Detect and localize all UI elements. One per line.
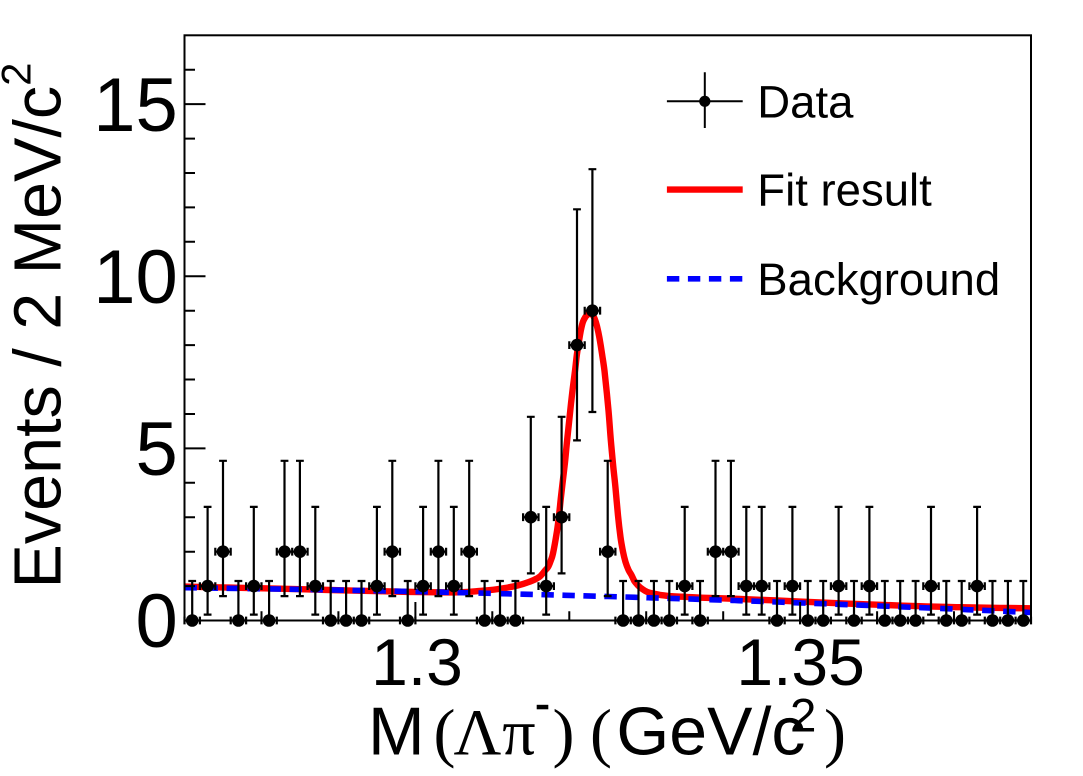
- svg-text:1.35: 1.35: [736, 625, 864, 699]
- svg-text:1.3: 1.3: [371, 625, 463, 699]
- svg-text:15: 15: [93, 63, 178, 148]
- svg-text:5: 5: [136, 407, 178, 492]
- svg-text:Data: Data: [757, 76, 854, 127]
- svg-text:Background: Background: [757, 254, 1000, 305]
- svg-text:M(Λπ)(GeV/c2): M (Λπ) (GeV/c2): [368, 690, 846, 770]
- svg-text:10: 10: [93, 235, 178, 320]
- svg-text:Events / 2 MeV/c2: Events / 2 MeV/c2: [0, 62, 76, 588]
- svg-text:Fit result: Fit result: [757, 165, 932, 216]
- svg-text:0: 0: [136, 579, 178, 664]
